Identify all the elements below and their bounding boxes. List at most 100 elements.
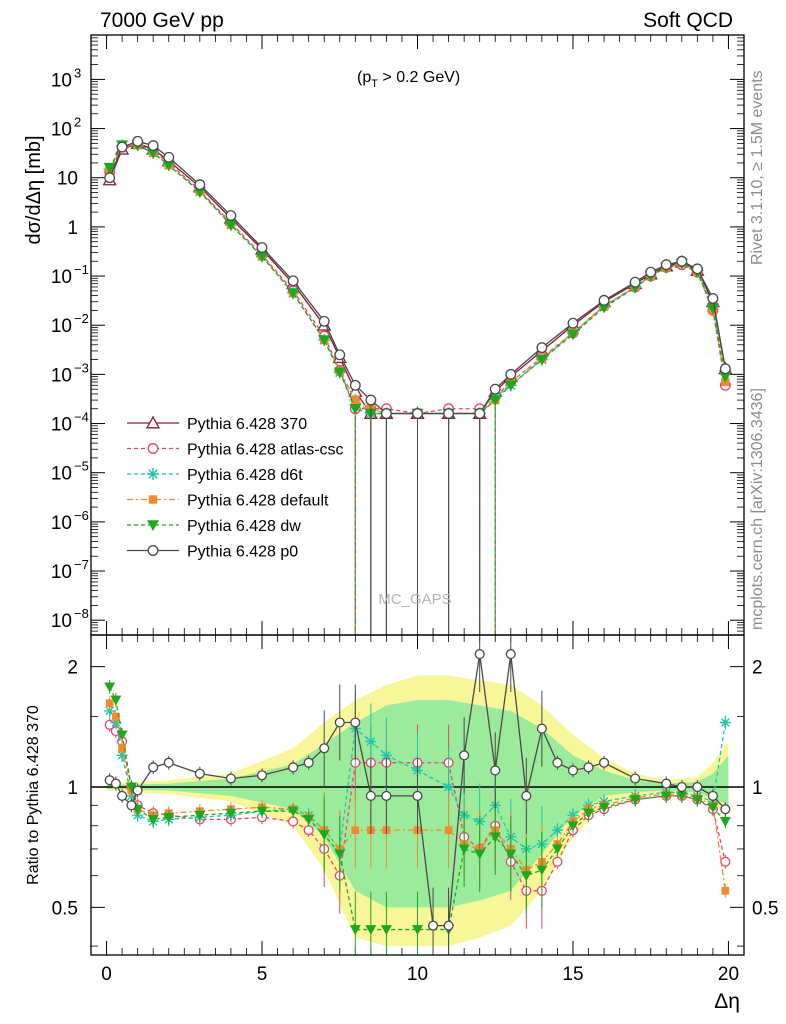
ratio-point xyxy=(303,825,314,836)
header-right: Soft QCD xyxy=(643,9,733,32)
ratio-point xyxy=(303,757,314,768)
main-point xyxy=(147,140,159,152)
annotation-rest: > 0.2 GeV) xyxy=(378,69,460,86)
legend-label-5: Pythia 6.428 p0 xyxy=(187,544,298,561)
ratio-point xyxy=(676,781,687,793)
ratio-point xyxy=(583,762,594,773)
ratio-point xyxy=(147,814,159,825)
main-ytick-exp-4: −4 xyxy=(74,410,89,425)
ratio-point xyxy=(443,781,455,793)
ratio-ytick-label-1: 1 xyxy=(67,778,78,799)
ratio-point xyxy=(381,790,392,801)
ratio-point xyxy=(225,808,237,819)
ratio-ytick-label-0: 0.5 xyxy=(52,898,78,919)
ratio-ytick-label-right-1: 1 xyxy=(752,778,763,799)
main-point xyxy=(474,408,486,419)
legend: Pythia 6.428 370 Pythia 6.428 atlas-csc Py… xyxy=(127,415,344,561)
ratio-ylabel: Ratio to Pythia 6.428 370 xyxy=(25,705,42,885)
legend-item-1: Pythia 6.428 atlas-csc xyxy=(127,442,344,459)
ratio-point xyxy=(380,749,392,761)
main-point xyxy=(443,408,455,419)
ratio-point xyxy=(474,649,485,660)
ratio-point xyxy=(583,808,595,819)
ratio-point xyxy=(319,743,330,754)
ratio-point xyxy=(505,849,517,860)
ratio-point xyxy=(132,785,143,796)
ratio-point xyxy=(256,770,268,781)
ratio-point xyxy=(256,806,268,817)
main-ytick-exp-11: 3 xyxy=(74,65,81,80)
ratio-point xyxy=(552,856,563,867)
main-ytick-exp-1: −7 xyxy=(74,557,89,572)
ratio-point xyxy=(334,849,346,860)
main-point xyxy=(116,141,128,153)
ratio-point xyxy=(117,790,128,801)
ratio-point xyxy=(427,920,439,931)
main-series xyxy=(102,135,733,635)
ratio-point xyxy=(551,824,563,836)
ratio-xtick-label-2: 10 xyxy=(407,964,428,985)
legend-marker-1 xyxy=(147,443,159,454)
main-point xyxy=(707,293,719,304)
ratio-point xyxy=(720,804,731,815)
main-point xyxy=(147,148,160,159)
main-point xyxy=(645,266,657,278)
main-point xyxy=(660,259,672,271)
main-point xyxy=(719,363,731,375)
main-point xyxy=(103,162,116,174)
main-point xyxy=(318,315,330,327)
annotation-main: (p xyxy=(357,69,371,86)
ratio-point xyxy=(118,744,126,753)
legend-marker-3 xyxy=(148,495,158,504)
ratio-point xyxy=(194,768,205,779)
main-ytick-label-1: 10 xyxy=(51,562,72,583)
ratio-point xyxy=(116,749,128,761)
main-point xyxy=(505,368,517,380)
ratio-point xyxy=(489,832,501,843)
main-point xyxy=(163,151,175,163)
ratio-ytick-label-right-0: 0.5 xyxy=(752,898,778,919)
ratio-xtick-label-1: 5 xyxy=(257,964,268,985)
main-point xyxy=(489,395,502,407)
ratio-point xyxy=(520,871,532,882)
ratio-point xyxy=(630,773,641,784)
ratio-point xyxy=(380,925,392,936)
ratio-point xyxy=(125,782,137,793)
main-ytick-label-10: 10 xyxy=(51,120,72,141)
main-point xyxy=(380,408,392,419)
main-point xyxy=(287,275,299,287)
ratio-point xyxy=(443,920,454,931)
ratio-point xyxy=(318,830,330,841)
ratio-point xyxy=(490,765,501,776)
ratio-ytick-label-right-2: 2 xyxy=(752,658,763,679)
ratio-point xyxy=(551,844,563,855)
main-ytick-label-9: 10 xyxy=(57,169,78,190)
ratio-point xyxy=(721,886,730,895)
main-point xyxy=(598,302,611,314)
ratio-point xyxy=(334,717,345,728)
ratio-point xyxy=(148,762,159,773)
ratio-point xyxy=(349,925,361,936)
main-point xyxy=(365,394,377,406)
ratio-point xyxy=(194,810,206,821)
legend-item-3: Pythia 6.428 default xyxy=(127,493,329,510)
ratio-point xyxy=(719,817,731,827)
ratio-point xyxy=(599,757,610,768)
main-point xyxy=(349,403,362,415)
main-point xyxy=(566,329,579,341)
main-ytick-exp-6: −2 xyxy=(74,311,89,326)
ratio-xtick-label-4: 20 xyxy=(718,964,739,985)
main-point xyxy=(536,342,548,354)
main-point xyxy=(162,160,175,172)
ratio-point xyxy=(567,765,579,776)
ratio-frame xyxy=(90,634,745,956)
ratio-point xyxy=(719,716,731,728)
ratio-point xyxy=(691,795,703,806)
main-point xyxy=(104,172,116,184)
ratio-point xyxy=(110,778,121,789)
main-point xyxy=(719,371,732,383)
main-point xyxy=(567,317,579,329)
